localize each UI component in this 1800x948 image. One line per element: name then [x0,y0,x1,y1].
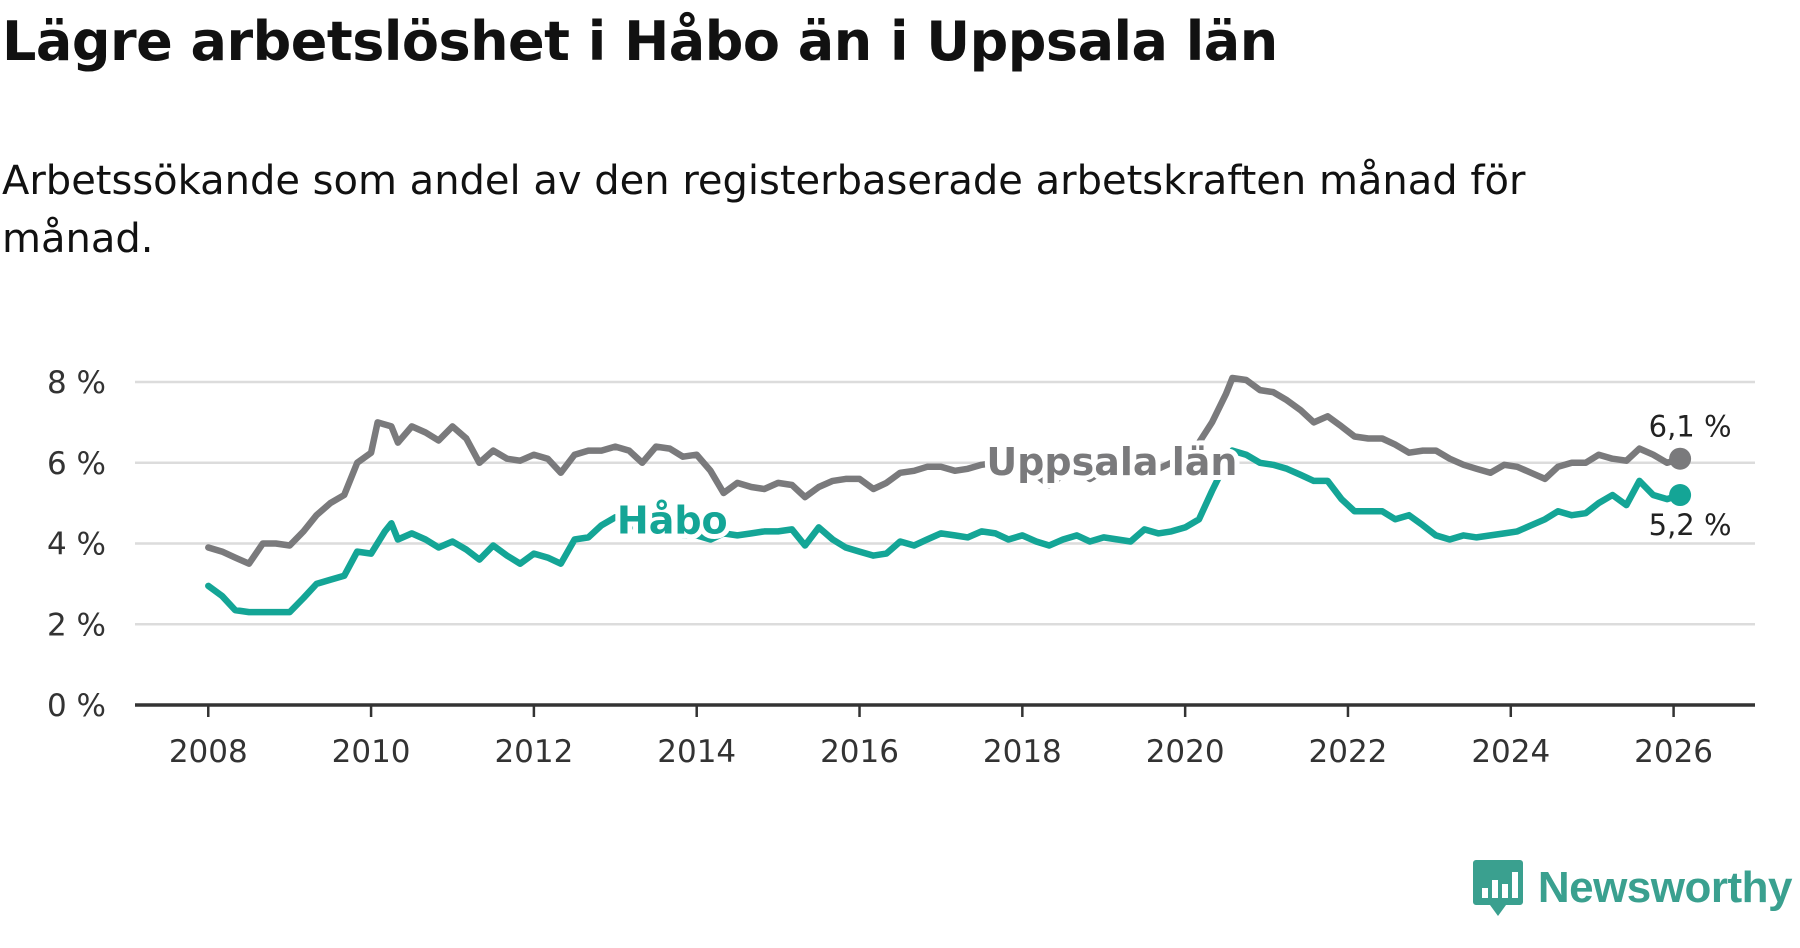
y-axis-ticks: 0 % 2 % 4 % 6 % 8 % [47,365,106,724]
x-tick-label: 2016 [820,734,899,770]
y-tick-label: 0 % [47,688,106,724]
brand-name: Newsworthy [1537,863,1793,912]
x-axis-ticks: 2008 2010 2012 2014 2016 2018 2020 2022 2024 2026 [169,705,1713,770]
x-tick-label: 2014 [657,734,736,770]
y-tick-label: 8 % [47,365,106,401]
x-tick-label: 2018 [983,734,1062,770]
end-value-label: 6,1 % [1649,410,1732,444]
x-tick-label: 2024 [1471,734,1550,770]
x-tick-label: 2020 [1146,734,1225,770]
x-tick-label: 2012 [494,734,573,770]
newsworthy-logo-icon [1472,860,1523,916]
y-tick-label: 2 % [47,607,106,643]
series-line-uppsala [205,374,1684,567]
chart-subtitle: Arbetssökande som andel av den registerb… [2,158,1526,262]
series-label-uppsala: Uppsala län [986,440,1237,484]
end-value-label: 5,2 % [1649,508,1732,542]
x-tick-label: 2008 [169,734,248,770]
series-lines [205,374,1692,616]
series-labels: Uppsala län 6,1 % Håbo 5,2 % [612,407,1735,548]
x-tick-label: 2022 [1309,734,1388,770]
y-tick-label: 4 % [47,527,106,563]
series-label-habo: Håbo [617,498,728,542]
x-tick-label: 2010 [332,734,411,770]
series-line-habo [205,447,1684,616]
chart-title: Lägre arbetslöshet i Håbo än i Uppsala l… [2,10,1278,73]
end-point-marker [1669,447,1692,470]
newsworthy-brand[interactable]: Newsworthy [1472,858,1793,918]
y-tick-label: 6 % [47,446,106,482]
gridlines [135,380,1755,626]
end-point-marker [1669,484,1692,507]
x-tick-label: 2026 [1634,734,1713,770]
